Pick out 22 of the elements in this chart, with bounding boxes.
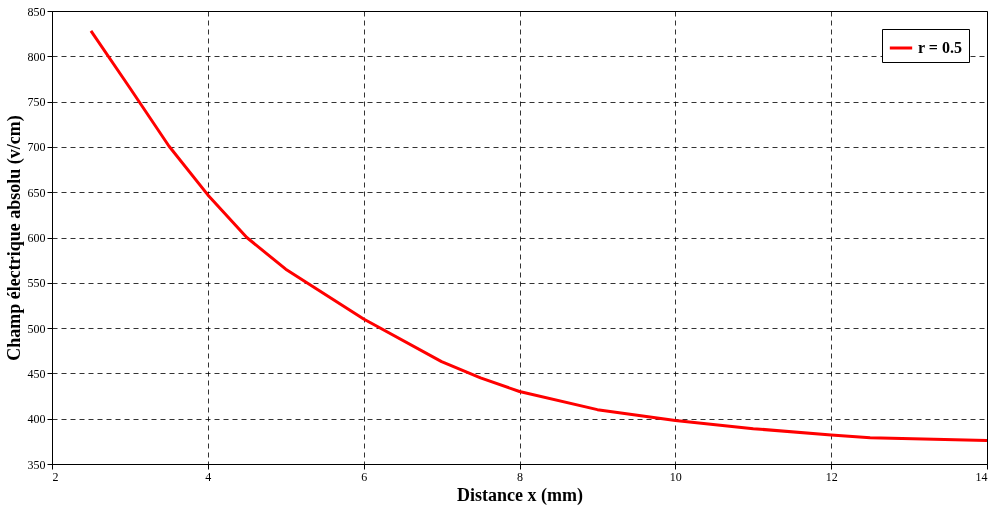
legend-label: r = 0.5 bbox=[918, 39, 962, 56]
y-tick-label: 650 bbox=[27, 185, 46, 200]
x-tick-label: 4 bbox=[205, 469, 212, 484]
y-tick-label: 850 bbox=[27, 4, 46, 19]
y-tick-label: 450 bbox=[27, 366, 46, 381]
x-tick-label: 6 bbox=[361, 469, 368, 484]
y-axis-title: Champ électrique absolu (v/cm) bbox=[3, 115, 25, 361]
x-axis-title: Distance x (mm) bbox=[457, 484, 583, 506]
y-tick-label: 750 bbox=[27, 95, 46, 110]
x-tick-label: 2 bbox=[52, 469, 59, 484]
x-tick-label: 10 bbox=[669, 469, 682, 484]
x-tick-label: 12 bbox=[825, 469, 838, 484]
x-tick-label: 14 bbox=[975, 469, 988, 484]
y-tick-label: 500 bbox=[27, 321, 46, 336]
y-tick-label: 800 bbox=[27, 49, 46, 64]
line-series bbox=[89, 29, 989, 442]
y-tick-label: 400 bbox=[27, 412, 46, 427]
y-tick-label: 600 bbox=[27, 231, 46, 245]
x-tick-label: 8 bbox=[517, 469, 523, 484]
y-tick-label: 700 bbox=[27, 140, 46, 155]
y-tick-label: 350 bbox=[27, 457, 46, 472]
y-tick-label: 550 bbox=[27, 276, 46, 291]
